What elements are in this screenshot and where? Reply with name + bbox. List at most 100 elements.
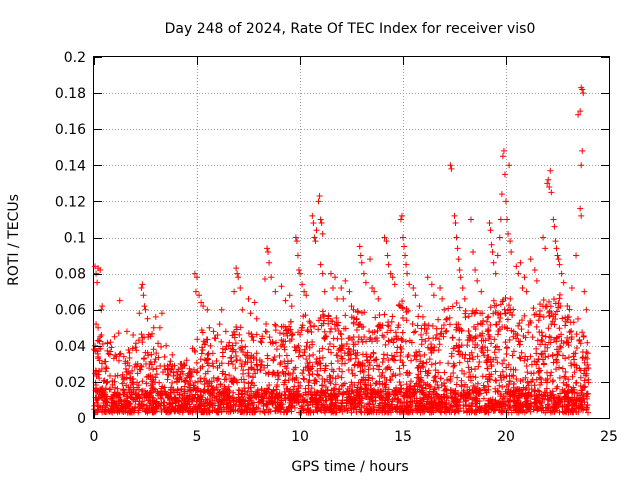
data-point [102,406,109,413]
data-point [301,349,308,356]
data-point [197,365,204,372]
data-point [548,189,555,196]
data-point [355,334,362,341]
data-point [504,216,511,223]
data-point [339,391,346,398]
data-point [447,162,454,169]
data-point [577,374,584,381]
data-point [350,306,357,313]
data-point [574,315,581,322]
data-point [417,397,424,404]
data-point [149,330,156,337]
data-point [417,377,424,384]
data-point [161,384,168,391]
data-point [181,388,188,395]
data-point [500,296,507,303]
data-point [581,359,588,366]
data-point [565,313,572,320]
data-point [327,270,334,277]
data-point [555,398,562,405]
data-point [138,363,145,370]
data-point [228,358,235,365]
data-point [351,396,358,403]
data-point [273,386,280,393]
data-point [474,341,481,348]
data-point [533,277,540,284]
data-point [192,391,199,398]
data-point [462,381,469,388]
data-point [299,405,306,412]
data-point [554,383,561,390]
data-point [296,349,303,356]
data-point [126,388,133,395]
data-point [547,167,554,174]
data-point [99,395,106,402]
data-point [279,368,286,375]
data-point [228,376,235,383]
data-point [572,380,579,387]
data-point [577,382,584,389]
data-point [327,328,334,335]
data-point [199,329,206,336]
data-point [225,402,232,409]
data-point [581,367,588,374]
data-point [206,409,213,416]
data-point [161,407,168,414]
data-point [546,403,553,410]
data-point [578,212,585,219]
data-point [414,352,421,359]
data-point [340,382,347,389]
data-point [581,377,588,384]
data-point [263,401,270,408]
data-point [404,270,411,277]
data-point [332,381,339,388]
data-point [491,336,498,343]
data-point [326,406,333,413]
data-point [527,353,534,360]
data-point [247,355,254,362]
data-point [334,322,341,329]
data-point [499,383,506,390]
data-point [184,396,191,403]
x-tick-label: 25 [600,429,618,445]
data-point [330,368,337,375]
data-point [507,388,514,395]
data-point [114,385,121,392]
data-point [540,360,547,367]
data-point [207,342,214,349]
data-point [100,391,107,398]
data-point [332,393,339,400]
data-point [163,342,170,349]
data-point [158,343,165,350]
data-point [278,283,285,290]
data-point [424,344,431,351]
data-point [523,288,530,295]
data-point [312,238,319,245]
data-point [353,315,360,322]
data-point [502,339,509,346]
data-point [555,256,562,263]
data-point [465,313,472,320]
data-point [327,403,334,410]
data-point [531,266,538,273]
data-point [431,386,438,393]
data-point [474,321,481,328]
data-point [139,387,146,394]
data-point [376,323,383,330]
data-point [450,370,457,377]
data-point [229,342,236,349]
data-point [568,362,575,369]
data-point [581,288,588,295]
data-point [497,314,504,321]
data-point [103,365,110,372]
data-point [250,337,257,344]
data-point [303,343,310,350]
data-point [99,303,106,310]
data-point [507,306,514,313]
data-point [268,393,275,400]
data-point [529,334,536,341]
data-point [539,332,546,339]
data-point [311,380,318,387]
y-tick-label: 0.02 [55,375,86,391]
data-point [488,361,495,368]
